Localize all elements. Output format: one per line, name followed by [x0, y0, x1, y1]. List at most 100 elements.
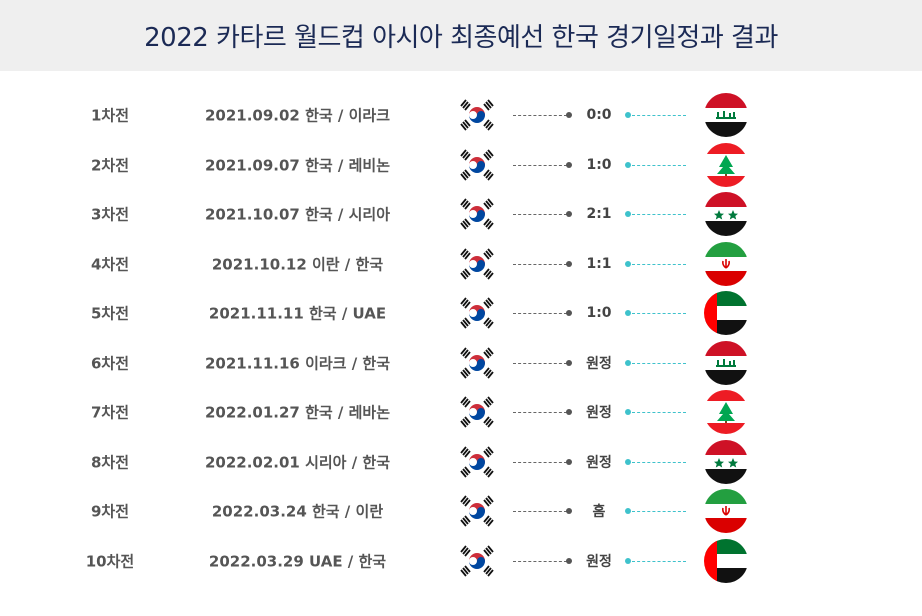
connector-dot-right [625, 359, 631, 366]
match-info: 2022.03.29 UAE / 한국 [208, 552, 387, 570]
connector-dot-right [625, 112, 631, 118]
round-label: 8차전 [90, 453, 130, 471]
round-label: 6차전 [90, 354, 130, 372]
connector-dot-right [625, 161, 631, 168]
uae-flag-icon [704, 538, 748, 583]
korea-flag-icon [458, 95, 496, 135]
connector-right [632, 511, 686, 512]
korea-flag-icon [458, 392, 496, 432]
connector-left [513, 164, 567, 166]
syria-flag-icon [704, 439, 748, 484]
connector-right [632, 214, 686, 215]
iran-flag-icon [704, 241, 748, 286]
connector-dot-left [566, 260, 572, 267]
korea-flag-icon [458, 343, 496, 383]
match-row: 3차전 2021.10.07 한국 / 시리아 2:1 [0, 189, 922, 239]
match-row: 10차전 2022.03.29 UAE / 한국 원정 [0, 536, 922, 586]
connector-dot-left [566, 409, 572, 415]
connector-right [632, 412, 686, 413]
connector-left [513, 511, 567, 512]
iran-flag-icon [704, 489, 748, 533]
connector-left [513, 461, 567, 463]
connector-left [513, 115, 567, 116]
connector-dot-left [566, 211, 572, 217]
korea-flag-icon [458, 491, 496, 531]
match-result: 홈 [592, 504, 606, 520]
connector-dot-right [625, 211, 631, 217]
round-label: 10차전 [85, 552, 135, 570]
connector-right [632, 461, 686, 463]
round-label: 1차전 [90, 106, 130, 125]
korea-flag-icon [458, 194, 496, 234]
round-label: 7차전 [90, 403, 130, 422]
korea-flag-icon [458, 145, 496, 185]
korea-flag-icon [458, 541, 496, 581]
uae-flag-icon [704, 291, 748, 335]
connector-dot-left [566, 458, 572, 465]
header-banner: 2022 카타르 월드컵 아시아 최종예선 한국 경기일정과 결과 [0, 0, 922, 71]
match-result: 원정 [586, 553, 612, 570]
match-row: 2차전 2021.09.07 한국 / 레비논 1:0 [0, 140, 922, 190]
match-result: 원정 [586, 454, 612, 471]
iraq-flag-icon [704, 93, 748, 137]
match-info: 2022.03.24 한국 / 이란 [211, 502, 384, 521]
match-info: 2021.09.02 한국 / 이라크 [204, 106, 391, 125]
match-row: 1차전 2021.09.02 한국 / 이라크 0:0 [0, 90, 922, 140]
connector-left [513, 560, 567, 562]
match-row: 4차전 2021.10.12 이란 / 한국 1:1 [0, 239, 922, 289]
connector-left [513, 412, 567, 413]
connector-right [632, 164, 686, 166]
match-info: 2022.01.27 한국 / 레바논 [204, 403, 391, 422]
round-label: 5차전 [90, 304, 130, 323]
match-info: 2021.11.16 이라크 / 한국 [204, 354, 391, 372]
connector-dot-left [566, 310, 572, 316]
connector-dot-right [625, 557, 631, 564]
match-row: 6차전 2021.11.16 이라크 / 한국 원정 [0, 338, 922, 388]
match-result: 0:0 [586, 107, 612, 123]
match-result: 1:1 [586, 255, 612, 272]
round-label: 4차전 [90, 255, 130, 273]
lebanon-flag-icon [704, 142, 748, 187]
connector-left [513, 263, 567, 265]
match-result: 원정 [586, 405, 612, 421]
connector-right [632, 362, 686, 364]
connector-left [513, 313, 567, 314]
connector-dot-left [566, 557, 572, 564]
connector-right [632, 263, 686, 265]
match-info: 2021.10.07 한국 / 시리아 [204, 205, 391, 224]
match-info: 2021.09.07 한국 / 레비논 [204, 156, 391, 174]
match-result: 2:1 [586, 206, 612, 222]
korea-flag-icon [458, 293, 496, 333]
match-result: 1:0 [586, 305, 612, 321]
connector-dot-left [566, 112, 572, 118]
match-info: 2021.11.11 한국 / UAE [208, 304, 387, 323]
connector-dot-right [625, 508, 631, 514]
round-label: 2차전 [90, 156, 130, 174]
connector-dot-left [566, 508, 572, 514]
connector-dot-right [625, 409, 631, 415]
connector-right [632, 560, 686, 562]
connector-dot-right [625, 458, 631, 465]
connector-dot-right [625, 310, 631, 316]
korea-flag-icon [458, 244, 496, 284]
korea-flag-icon [458, 442, 496, 482]
match-result: 원정 [586, 355, 612, 372]
round-label: 9차전 [90, 502, 130, 521]
connector-left [513, 214, 567, 215]
match-row: 8차전 2022.02.01 시리아 / 한국 원정 [0, 437, 922, 487]
iraq-flag-icon [704, 340, 748, 385]
connector-dot-left [566, 359, 572, 366]
match-info: 2021.10.12 이란 / 한국 [211, 255, 384, 273]
connector-left [513, 362, 567, 364]
syria-flag-icon [704, 192, 748, 236]
connector-right [632, 313, 686, 314]
match-row: 5차전 2021.11.11 한국 / UAE 1:0 [0, 288, 922, 338]
page-title: 2022 카타르 월드컵 아시아 최종예선 한국 경기일정과 결과 [144, 23, 778, 53]
connector-dot-left [566, 161, 572, 168]
match-info: 2022.02.01 시리아 / 한국 [204, 453, 391, 471]
match-row: 9차전 2022.03.24 한국 / 이란 홈 [0, 486, 922, 536]
match-row: 7차전 2022.01.27 한국 / 레바논 원정 [0, 387, 922, 437]
connector-right [632, 115, 686, 116]
round-label: 3차전 [90, 205, 130, 224]
connector-dot-right [625, 260, 631, 267]
